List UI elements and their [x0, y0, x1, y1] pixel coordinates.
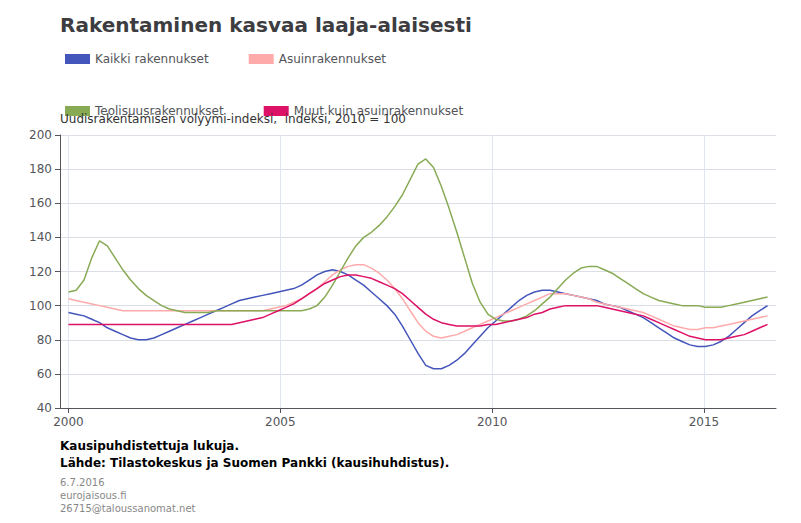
svg-text:Rakentaminen kasvaa laaja-alai: Rakentaminen kasvaa laaja-alaisesti [60, 13, 472, 37]
svg-text:6.7.2016: 6.7.2016 [60, 477, 105, 488]
svg-text:Asuinrakennukset: Asuinrakennukset [279, 52, 387, 66]
svg-text:100: 100 [29, 299, 52, 313]
svg-text:Kaikki rakennukset: Kaikki rakennukset [95, 52, 209, 66]
svg-text:60: 60 [37, 367, 52, 381]
svg-text:Lähde: Tilastokeskus ja Suomen: Lähde: Tilastokeskus ja Suomen Pankki (k… [60, 456, 449, 470]
svg-text:2005: 2005 [265, 415, 296, 429]
svg-text:eurojaisous.fi: eurojaisous.fi [60, 490, 127, 501]
svg-text:Muut kuin asuinrakennukset: Muut kuin asuinrakennukset [293, 104, 464, 118]
svg-text:2015: 2015 [689, 415, 720, 429]
svg-text:160: 160 [29, 196, 52, 210]
svg-text:2010: 2010 [477, 415, 508, 429]
svg-text:200: 200 [29, 128, 52, 142]
svg-text:120: 120 [29, 265, 52, 279]
svg-text:26715@taloussanomat.net: 26715@taloussanomat.net [60, 503, 196, 514]
svg-text:140: 140 [29, 230, 52, 244]
svg-text:2000: 2000 [53, 415, 84, 429]
svg-text:Teolisuusrakennukset: Teolisuusrakennukset [95, 104, 224, 118]
svg-text:Kausipuhdistettuja lukuja.: Kausipuhdistettuja lukuja. [60, 439, 239, 453]
svg-text:80: 80 [37, 333, 52, 347]
svg-text:Uudisrakentamisen volyymi-inde: Uudisrakentamisen volyymi-indeksi, indek… [60, 112, 406, 126]
svg-text:40: 40 [37, 401, 52, 415]
svg-text:180: 180 [29, 162, 52, 176]
